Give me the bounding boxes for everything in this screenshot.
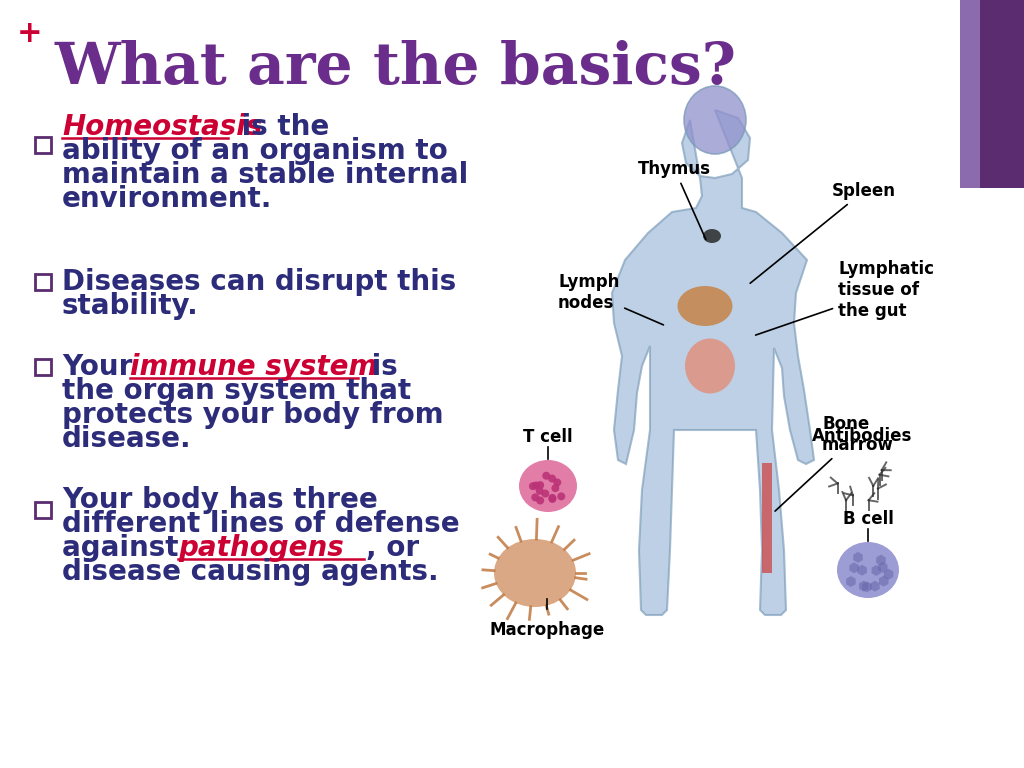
Text: protects your body from: protects your body from (62, 401, 443, 429)
Circle shape (553, 478, 561, 486)
Text: Bone
marrow: Bone marrow (775, 415, 894, 511)
Text: environment.: environment. (62, 185, 272, 213)
Bar (961, 0, 980, 188)
Ellipse shape (678, 286, 732, 326)
Text: Antibodies: Antibodies (812, 427, 912, 445)
Text: Diseases can disrupt this: Diseases can disrupt this (62, 268, 457, 296)
Ellipse shape (837, 542, 899, 598)
Circle shape (532, 482, 540, 489)
Bar (35, 359, 51, 375)
Text: ability of an organism to: ability of an organism to (62, 137, 447, 165)
Text: Homeostasis: Homeostasis (62, 113, 262, 141)
Text: Spleen: Spleen (751, 182, 896, 283)
Text: different lines of defense: different lines of defense (62, 510, 460, 538)
Ellipse shape (703, 229, 721, 243)
Circle shape (543, 472, 550, 480)
Text: Your body has three: Your body has three (62, 486, 378, 514)
Text: T cell: T cell (523, 428, 572, 446)
Text: Lymph
nodes: Lymph nodes (558, 273, 664, 325)
Circle shape (548, 494, 556, 502)
Circle shape (557, 492, 565, 501)
Bar (35, 137, 51, 153)
Text: disease.: disease. (62, 425, 191, 453)
Text: Macrophage: Macrophage (489, 621, 604, 639)
Text: is the: is the (232, 113, 330, 141)
Text: Your: Your (62, 353, 142, 381)
Polygon shape (612, 110, 814, 615)
Text: the organ system that: the organ system that (62, 377, 411, 405)
Ellipse shape (685, 339, 735, 393)
Bar (980, 0, 1024, 188)
Circle shape (549, 495, 556, 503)
Text: What are the basics?: What are the basics? (55, 40, 737, 96)
Text: stability.: stability. (62, 292, 199, 320)
Text: +: + (17, 18, 43, 48)
Text: immune system: immune system (130, 353, 378, 381)
Text: against: against (62, 534, 188, 562)
Circle shape (537, 481, 544, 489)
Circle shape (536, 487, 544, 495)
Ellipse shape (519, 460, 577, 512)
Text: maintain a stable internal: maintain a stable internal (62, 161, 468, 189)
Circle shape (531, 493, 540, 502)
Text: Thymus: Thymus (638, 160, 711, 240)
Bar (762, 463, 772, 573)
Bar (35, 274, 51, 290)
Bar (35, 502, 51, 518)
Circle shape (542, 489, 549, 498)
Circle shape (551, 484, 559, 492)
Circle shape (528, 482, 537, 490)
Text: disease causing agents.: disease causing agents. (62, 558, 438, 586)
Text: Lymphatic
tissue of
the gut: Lymphatic tissue of the gut (756, 260, 934, 335)
Text: pathogens: pathogens (178, 534, 344, 562)
Circle shape (548, 475, 556, 482)
Text: B cell: B cell (843, 510, 893, 528)
Ellipse shape (494, 539, 575, 607)
Text: is: is (362, 353, 397, 381)
Text: , or: , or (366, 534, 419, 562)
Circle shape (537, 496, 544, 505)
Ellipse shape (684, 86, 746, 154)
